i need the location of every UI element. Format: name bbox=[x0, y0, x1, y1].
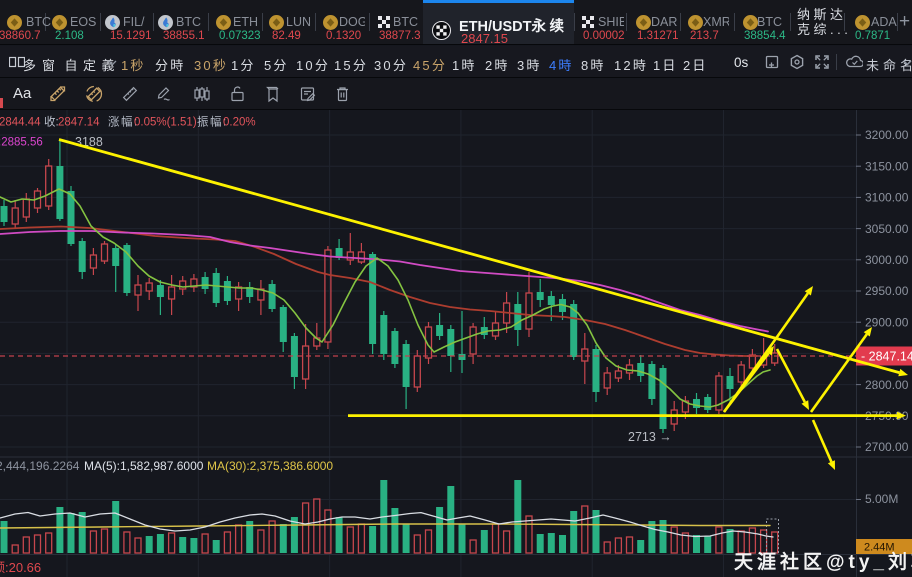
svg-text:0.20%: 0.20% bbox=[223, 117, 256, 129]
svg-text:2800.00: 2800.00 bbox=[865, 378, 909, 392]
svg-text:3200.00: 3200.00 bbox=[865, 128, 909, 142]
svg-text:5.00M: 5.00M bbox=[865, 492, 898, 506]
svg-text:额:20.66: 额:20.66 bbox=[0, 560, 41, 575]
svg-text:MA(30):2,375,386.6000: MA(30):2,375,386.6000 bbox=[207, 459, 333, 473]
svg-text:3100.00: 3100.00 bbox=[865, 191, 909, 205]
svg-text:2.44M: 2.44M bbox=[864, 542, 895, 554]
svg-text:2847.14: 2847.14 bbox=[58, 117, 100, 129]
svg-text:- 2847.14: - 2847.14 bbox=[861, 350, 912, 364]
svg-text:收:: 收: bbox=[44, 115, 59, 129]
svg-text:3150.00: 3150.00 bbox=[865, 159, 909, 173]
svg-text:天涯社区@ty_刘乾钊: 天涯社区@ty_刘乾钊 bbox=[734, 550, 912, 573]
svg-text:振幅:: 振幅: bbox=[197, 115, 228, 129]
svg-text:3050.00: 3050.00 bbox=[865, 222, 909, 236]
svg-text:3000.00: 3000.00 bbox=[865, 253, 909, 267]
svg-text:2,444,196.2264: 2,444,196.2264 bbox=[0, 459, 80, 473]
svg-text:2844.44: 2844.44 bbox=[0, 117, 41, 129]
svg-text::2885.56: :2885.56 bbox=[0, 137, 43, 149]
svg-text:2900.00: 2900.00 bbox=[865, 315, 909, 329]
svg-text:0.05%(1.51): 0.05%(1.51) bbox=[134, 117, 197, 129]
svg-text:2713 →: 2713 → bbox=[628, 430, 672, 444]
svg-text:2950.00: 2950.00 bbox=[865, 284, 909, 298]
svg-text:2700.00: 2700.00 bbox=[865, 440, 909, 454]
svg-text:MA(5):1,582,987.6000: MA(5):1,582,987.6000 bbox=[84, 459, 204, 473]
svg-text:涨幅:: 涨幅: bbox=[108, 116, 139, 129]
